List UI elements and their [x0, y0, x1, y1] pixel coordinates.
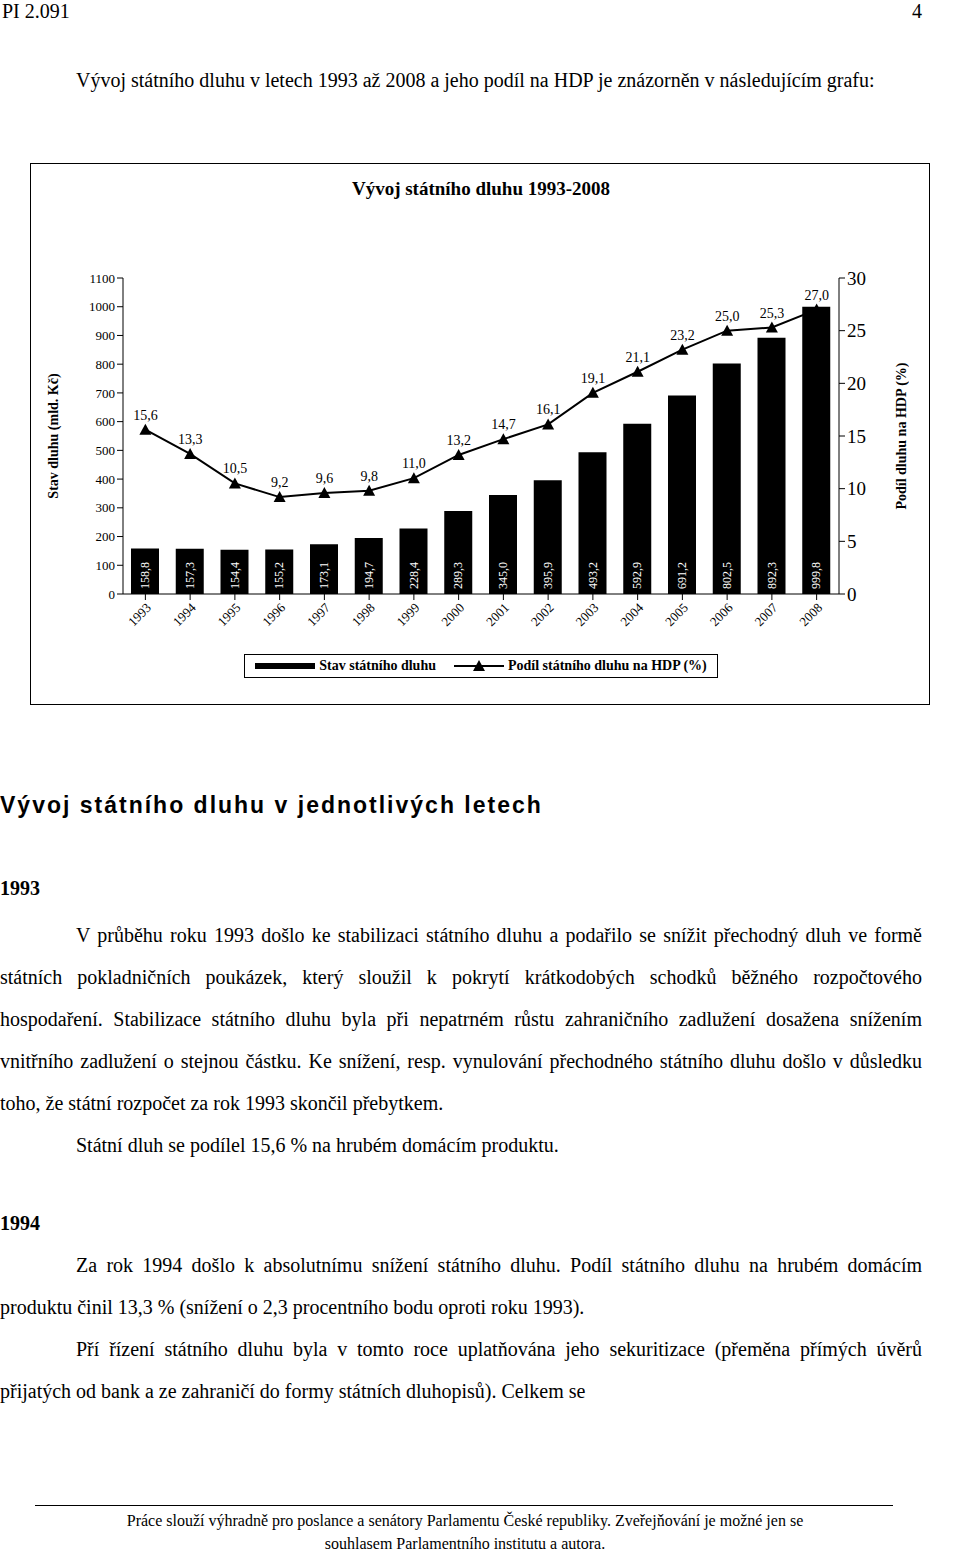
svg-text:14,7: 14,7 [491, 417, 516, 432]
svg-text:2004: 2004 [617, 600, 646, 629]
svg-text:2002: 2002 [528, 600, 557, 629]
html-text:V průběhu roku 1993 došlo ke s: V průběhu roku 1993 došlo ke stabilizaci… [0, 924, 922, 1114]
svg-text:1995: 1995 [215, 600, 244, 629]
svg-text:27,0: 27,0 [804, 288, 829, 303]
svg-text:173,1: 173,1 [317, 562, 331, 589]
svg-text:2003: 2003 [573, 600, 602, 629]
html-text:Vývoj státního dluhu v jednotl: Vývoj státního dluhu v jednotlivých lete… [0, 792, 543, 818]
svg-text:2005: 2005 [662, 600, 691, 629]
svg-text:20: 20 [847, 373, 866, 394]
svg-text:25,0: 25,0 [715, 309, 740, 324]
svg-text:200: 200 [96, 529, 116, 544]
svg-text:13,3: 13,3 [178, 432, 203, 447]
svg-text:0: 0 [109, 587, 116, 602]
svg-text:395,9: 395,9 [541, 562, 555, 589]
svg-text:15,6: 15,6 [133, 408, 158, 423]
svg-text:493,2: 493,2 [586, 562, 600, 589]
svg-text:2007: 2007 [752, 600, 781, 629]
svg-text:800: 800 [96, 357, 116, 372]
svg-text:30: 30 [847, 268, 866, 289]
svg-text:300: 300 [96, 500, 116, 515]
svg-text:289,3: 289,3 [451, 562, 465, 589]
svg-text:228,4: 228,4 [407, 562, 421, 589]
html-text:1994: 1994 [0, 1212, 40, 1234]
svg-text:100: 100 [96, 558, 116, 573]
html-text:Za rok 1994 došlo k absolutním: Za rok 1994 došlo k absolutnímu snížení … [0, 1254, 922, 1318]
svg-text:Stav dluhu (mld. Kč): Stav dluhu (mld. Kč) [46, 373, 62, 499]
svg-text:900: 900 [96, 328, 116, 343]
svg-text:2001: 2001 [483, 600, 512, 629]
svg-text:2000: 2000 [438, 600, 467, 629]
svg-text:802,5: 802,5 [720, 562, 734, 589]
svg-text:1999: 1999 [394, 600, 423, 629]
svg-text:9,8: 9,8 [360, 469, 378, 484]
html-text:Vývoj státního dluhu 1993-2008: Vývoj státního dluhu 1993-2008 [351, 178, 611, 199]
svg-text:194,7: 194,7 [362, 562, 376, 589]
svg-text:9,6: 9,6 [316, 471, 334, 486]
svg-text:999,8: 999,8 [809, 562, 823, 589]
svg-text:0: 0 [847, 584, 857, 605]
svg-text:21,1: 21,1 [625, 350, 650, 365]
html-text:Státní dluh se podílel 15,6 %: Státní dluh se podílel 15,6 % na hrubém … [76, 1134, 559, 1156]
svg-text:1100: 1100 [89, 271, 115, 286]
html-text:souhlasem Parlamentního instit: souhlasem Parlamentního institutu a auto… [324, 1535, 606, 1551]
html-text:4: 4 [912, 0, 922, 22]
svg-text:5: 5 [847, 531, 857, 552]
svg-text:400: 400 [96, 472, 116, 487]
svg-text:155,2: 155,2 [272, 562, 286, 589]
html-text:Stav státního dluhu: Stav státního dluhu [319, 658, 436, 673]
svg-text:Podíl dluhu na HDP (%): Podíl dluhu na HDP (%) [894, 362, 909, 509]
svg-text:11,0: 11,0 [402, 456, 426, 471]
svg-text:1993: 1993 [125, 600, 154, 629]
svg-text:19,1: 19,1 [581, 371, 606, 386]
svg-text:2008: 2008 [796, 600, 825, 629]
html-text:Vývoj státního dluhu v letech: Vývoj státního dluhu v letech 1993 až 20… [76, 69, 875, 91]
svg-text:500: 500 [96, 443, 116, 458]
html-text:Práce slouží výhradně pro posl: Práce slouží výhradně pro poslance a sen… [126, 1512, 804, 1529]
html-text:1993: 1993 [0, 877, 40, 899]
svg-text:1996: 1996 [259, 600, 288, 629]
svg-text:1998: 1998 [349, 600, 378, 629]
svg-text:1994: 1994 [170, 600, 199, 629]
svg-text:1000: 1000 [89, 299, 115, 314]
svg-text:154,4: 154,4 [228, 562, 242, 589]
svg-text:592,9: 592,9 [630, 562, 644, 589]
svg-text:16,1: 16,1 [536, 402, 561, 417]
svg-text:10: 10 [847, 478, 866, 499]
svg-text:691,2: 691,2 [675, 562, 689, 589]
svg-text:13,2: 13,2 [446, 433, 471, 448]
svg-text:892,3: 892,3 [765, 562, 779, 589]
svg-text:9,2: 9,2 [271, 475, 289, 490]
svg-text:600: 600 [96, 414, 116, 429]
svg-text:23,2: 23,2 [670, 328, 695, 343]
svg-text:25: 25 [847, 320, 866, 341]
svg-text:1997: 1997 [304, 600, 333, 629]
svg-text:700: 700 [96, 386, 116, 401]
svg-text:158,8: 158,8 [138, 562, 152, 589]
svg-text:345,0: 345,0 [496, 562, 510, 589]
html-text:Pří řízení státního dluhu byla: Pří řízení státního dluhu byla v tomto r… [0, 1338, 922, 1402]
svg-text:15: 15 [847, 426, 866, 447]
html-text:PI 2.091: PI 2.091 [2, 0, 70, 22]
svg-text:157,3: 157,3 [183, 562, 197, 589]
svg-text:2006: 2006 [707, 600, 736, 629]
html-text:Podíl státního dluhu na HDP (%: Podíl státního dluhu na HDP (%) [508, 658, 707, 673]
svg-text:10,5: 10,5 [223, 461, 248, 476]
svg-text:25,3: 25,3 [760, 306, 785, 321]
